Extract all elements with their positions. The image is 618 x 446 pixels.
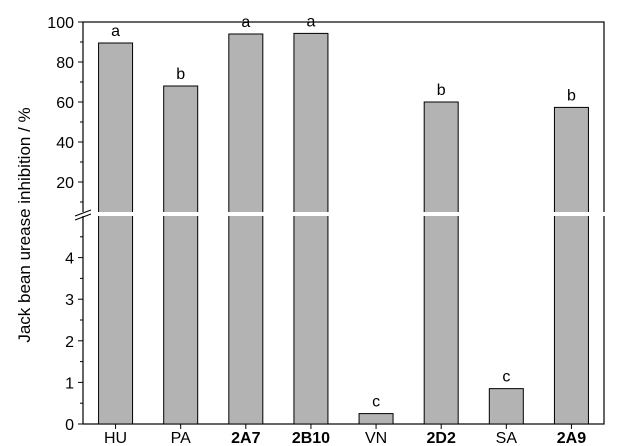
bar-sa bbox=[488, 388, 524, 425]
significance-label: a bbox=[241, 14, 250, 31]
y-tick-label: 40 bbox=[56, 135, 74, 152]
bar-2d2 bbox=[423, 101, 459, 425]
y-tick-label: 20 bbox=[56, 175, 74, 192]
plot-frame bbox=[82, 21, 605, 425]
bar-vn bbox=[358, 413, 394, 425]
y-axis-title: Jack bean urease inhibition / % bbox=[15, 107, 34, 342]
bar-pa bbox=[163, 85, 199, 425]
x-tick-label: PA bbox=[171, 430, 191, 446]
bar-hu bbox=[98, 42, 134, 425]
significance-label: c bbox=[372, 394, 380, 411]
y-tick-label: 0 bbox=[65, 417, 74, 434]
significance-label: b bbox=[176, 66, 185, 83]
y-tick-label: 1 bbox=[65, 375, 74, 392]
bar-2a9 bbox=[553, 106, 589, 425]
y-tick-label: 2 bbox=[65, 334, 74, 351]
y-tick-label: 100 bbox=[47, 15, 74, 32]
axis-break-mark bbox=[74, 213, 92, 221]
y-tick-label: 4 bbox=[65, 251, 74, 268]
y-tick-label: 80 bbox=[56, 55, 74, 72]
x-tick-label: VN bbox=[365, 430, 387, 446]
x-tick-label: 2B10 bbox=[292, 430, 330, 446]
bar-2a7 bbox=[228, 33, 264, 425]
significance-label: a bbox=[111, 23, 120, 40]
bar-2b10 bbox=[293, 32, 329, 425]
x-tick-label: 2D2 bbox=[427, 430, 456, 446]
y-tick-label: 60 bbox=[56, 95, 74, 112]
significance-label: a bbox=[306, 13, 315, 30]
significance-label: b bbox=[437, 82, 446, 99]
significance-label: c bbox=[502, 369, 510, 386]
plot-area: HU a PA b 2A7 a 2B10 a VN c 2D2 b SA c 2A9 b 0 1 2 3 4 20 40 60… bbox=[47, 13, 605, 446]
axis-break-gap bbox=[82, 212, 605, 216]
x-tick-label: 2A9 bbox=[557, 430, 586, 446]
y-tick-label: 3 bbox=[65, 292, 74, 309]
x-tick-label: SA bbox=[496, 430, 518, 446]
x-tick-label: HU bbox=[104, 430, 127, 446]
significance-label: b bbox=[567, 87, 576, 104]
x-tick-label: 2A7 bbox=[231, 430, 260, 446]
axis-break-mark bbox=[74, 209, 92, 217]
